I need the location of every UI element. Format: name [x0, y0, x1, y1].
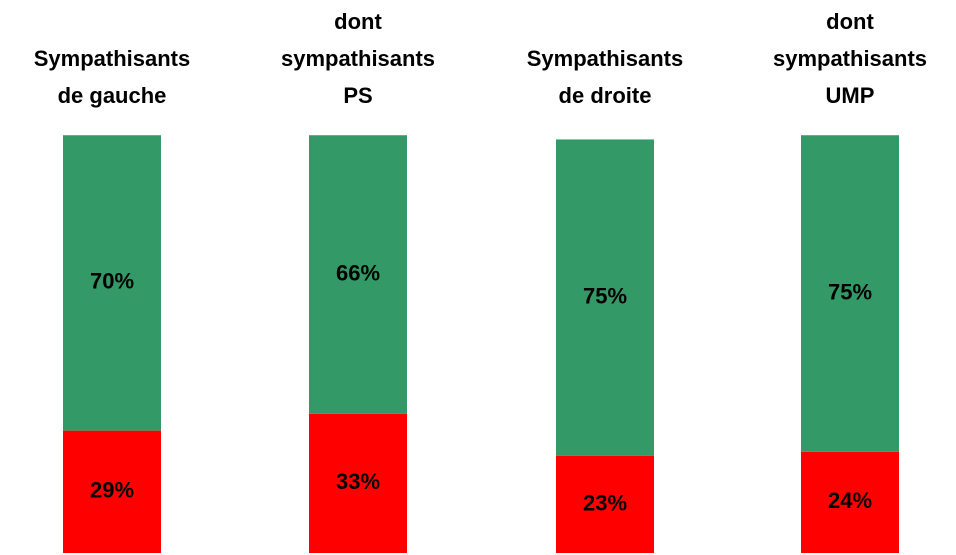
- value-label: 29%: [90, 478, 134, 503]
- category-label: de gauche: [58, 83, 167, 108]
- bar-segment: [309, 413, 407, 553]
- value-label: 66%: [336, 260, 380, 285]
- bar-segment: [556, 139, 654, 456]
- bar-segment: [309, 135, 407, 414]
- value-label: 23%: [583, 490, 627, 515]
- category-label: dont: [826, 9, 874, 34]
- category-label: Sympathisants: [527, 46, 684, 71]
- bar-segment: [801, 451, 899, 553]
- value-label: 33%: [336, 469, 380, 494]
- category-label: UMP: [826, 83, 875, 108]
- category-label: dont: [334, 9, 382, 34]
- value-label: 75%: [583, 284, 627, 309]
- category-label: Sympathisants: [34, 46, 191, 71]
- bar-segment: [63, 135, 161, 431]
- value-label: 75%: [828, 279, 872, 304]
- bar-segment: [801, 135, 899, 452]
- category-label: sympathisants: [773, 46, 927, 71]
- category-label: sympathisants: [281, 46, 435, 71]
- category-label: PS: [343, 83, 372, 108]
- bar-segment: [556, 455, 654, 553]
- value-label: 70%: [90, 269, 134, 294]
- bar-segment: [63, 430, 161, 553]
- value-label: 24%: [828, 488, 872, 513]
- category-label: de droite: [559, 83, 652, 108]
